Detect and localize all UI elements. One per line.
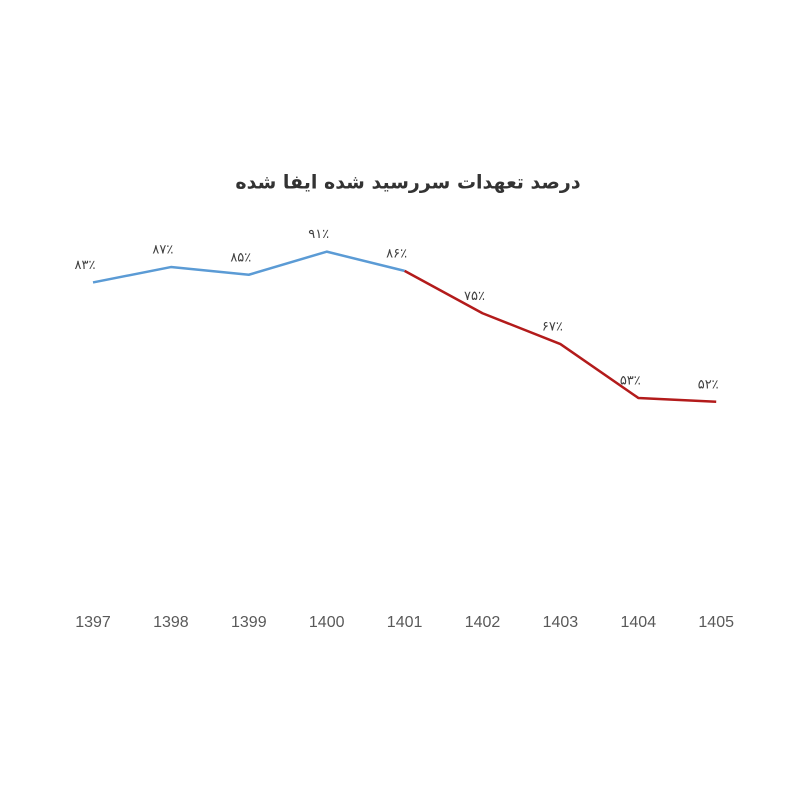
x-tick-label: 1398 bbox=[153, 614, 189, 631]
x-tick-label: 1404 bbox=[621, 614, 657, 631]
value-label: ۷۵٪ bbox=[464, 289, 485, 304]
chart-title: درصد تعهدات سررسید شده ایفا شده bbox=[235, 172, 580, 194]
value-label: ۵۲٪ bbox=[698, 377, 719, 392]
value-label: ۸۳٪ bbox=[75, 258, 96, 273]
x-tick-label: 1403 bbox=[543, 614, 579, 631]
value-label: ۹۱٪ bbox=[308, 227, 329, 242]
series-line bbox=[404, 269, 717, 404]
x-tick-label: 1405 bbox=[698, 614, 734, 631]
x-tick-label: 1400 bbox=[309, 614, 345, 631]
value-label: ۵۳٪ bbox=[620, 373, 641, 388]
value-label: ۶۷٪ bbox=[542, 320, 563, 335]
x-tick-label: 1402 bbox=[465, 614, 501, 631]
x-tick-label: 1397 bbox=[75, 614, 111, 631]
value-label: ۸۷٪ bbox=[152, 243, 173, 258]
value-label: ۸۶٪ bbox=[386, 246, 407, 261]
value-label: ۸۵٪ bbox=[230, 250, 251, 265]
x-tick-label: 1399 bbox=[231, 614, 267, 631]
x-tick-label: 1401 bbox=[387, 614, 423, 631]
series-line bbox=[92, 250, 405, 284]
